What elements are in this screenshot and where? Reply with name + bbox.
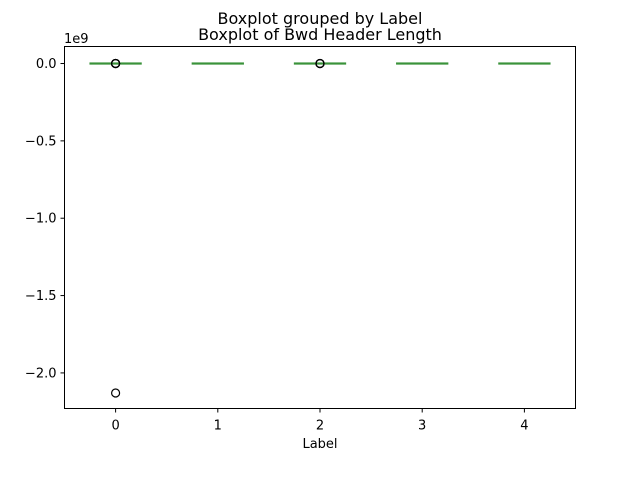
y-tick-label: 0.0 bbox=[36, 57, 57, 72]
y-offset-label: 1e9 bbox=[64, 32, 89, 47]
x-tick-label: 0 bbox=[111, 419, 119, 434]
chart-title: Boxplot of Bwd Header Length bbox=[198, 25, 442, 44]
y-tick-label: −1.0 bbox=[25, 212, 57, 227]
y-tick-label: −1.5 bbox=[25, 289, 57, 304]
x-axis-label: Label bbox=[302, 437, 337, 452]
y-tick-label: −0.5 bbox=[25, 134, 57, 149]
box-group-label-1 bbox=[192, 63, 243, 64]
x-tick-label: 4 bbox=[520, 419, 528, 434]
box-group-label-3 bbox=[397, 63, 448, 64]
x-tick-label: 3 bbox=[418, 419, 426, 434]
box-group-label-4 bbox=[499, 63, 550, 64]
y-tick-label: −2.0 bbox=[25, 366, 57, 381]
x-tick-label: 1 bbox=[214, 419, 222, 434]
x-tick-label: 2 bbox=[316, 419, 324, 434]
